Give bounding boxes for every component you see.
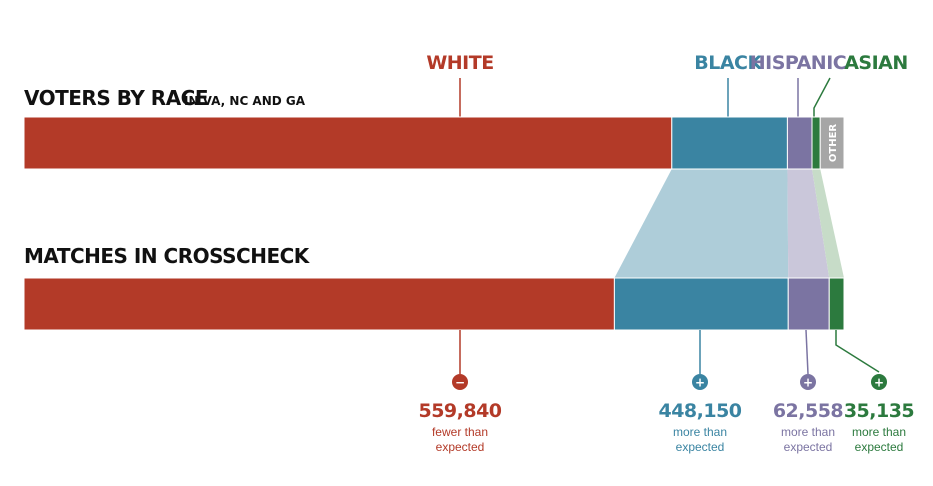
diff-leader-hispanic <box>805 329 809 375</box>
row-title-voters: VOTERS BY RACE <box>24 86 208 110</box>
bar-voters-other <box>819 116 845 170</box>
comparison-bands <box>614 169 844 278</box>
diff-value-black: 448,150 <box>658 400 741 422</box>
diff-sign-asian: + <box>874 376 884 390</box>
diff-desc1-asian: more than <box>852 425 906 439</box>
diff-value-asian: 35,135 <box>844 400 914 422</box>
bar-voters-asian <box>811 116 821 170</box>
label-black: BLACK <box>694 52 763 74</box>
stacked-bars: OTHER <box>23 116 845 331</box>
bar-voters-hispanic <box>786 116 813 170</box>
diff-desc1-hispanic: more than <box>781 425 835 439</box>
diff-leader-asian <box>835 330 880 373</box>
diff-desc2-asian: expected <box>855 440 904 454</box>
leader-asian <box>813 77 831 117</box>
diff-sign-white: − <box>455 376 465 390</box>
diff-sign-hispanic: + <box>803 376 813 390</box>
bar-voters-white <box>23 116 673 170</box>
label-white: WHITE <box>426 52 493 74</box>
diff-desc2-black: expected <box>676 440 725 454</box>
plus-icon <box>800 374 816 390</box>
bar-matches-asian <box>828 277 845 331</box>
bar-matches-hispanic <box>787 277 830 331</box>
leader-lines <box>459 77 831 117</box>
diff-desc2-hispanic: expected <box>784 440 833 454</box>
diff-value-hispanic: 62,558 <box>773 400 844 422</box>
minus-icon <box>452 374 468 390</box>
label-hispanic: HISPANIC <box>750 52 846 74</box>
bar-voters-black <box>671 116 788 170</box>
label-asian: ASIAN <box>844 52 908 74</box>
row-title-matches: MATCHES IN CROSSCHECK <box>24 244 311 268</box>
bar-matches-white <box>23 277 615 331</box>
plus-icon <box>692 374 708 390</box>
diff-desc1-white: fewer than <box>432 425 488 439</box>
band-black <box>614 169 789 278</box>
band-hispanic <box>787 169 830 278</box>
diff-desc2-white: expected <box>436 440 485 454</box>
label-other: OTHER <box>828 124 839 163</box>
row-subtitle-voters: IN VA, NC AND GA <box>184 94 306 108</box>
diff-desc1-black: more than <box>673 425 727 439</box>
bar-matches-black <box>613 277 789 331</box>
diff-value-white: 559,840 <box>418 400 501 422</box>
plus-icon <box>871 374 887 390</box>
band-asian <box>812 169 844 278</box>
diff-sign-black: + <box>695 376 705 390</box>
